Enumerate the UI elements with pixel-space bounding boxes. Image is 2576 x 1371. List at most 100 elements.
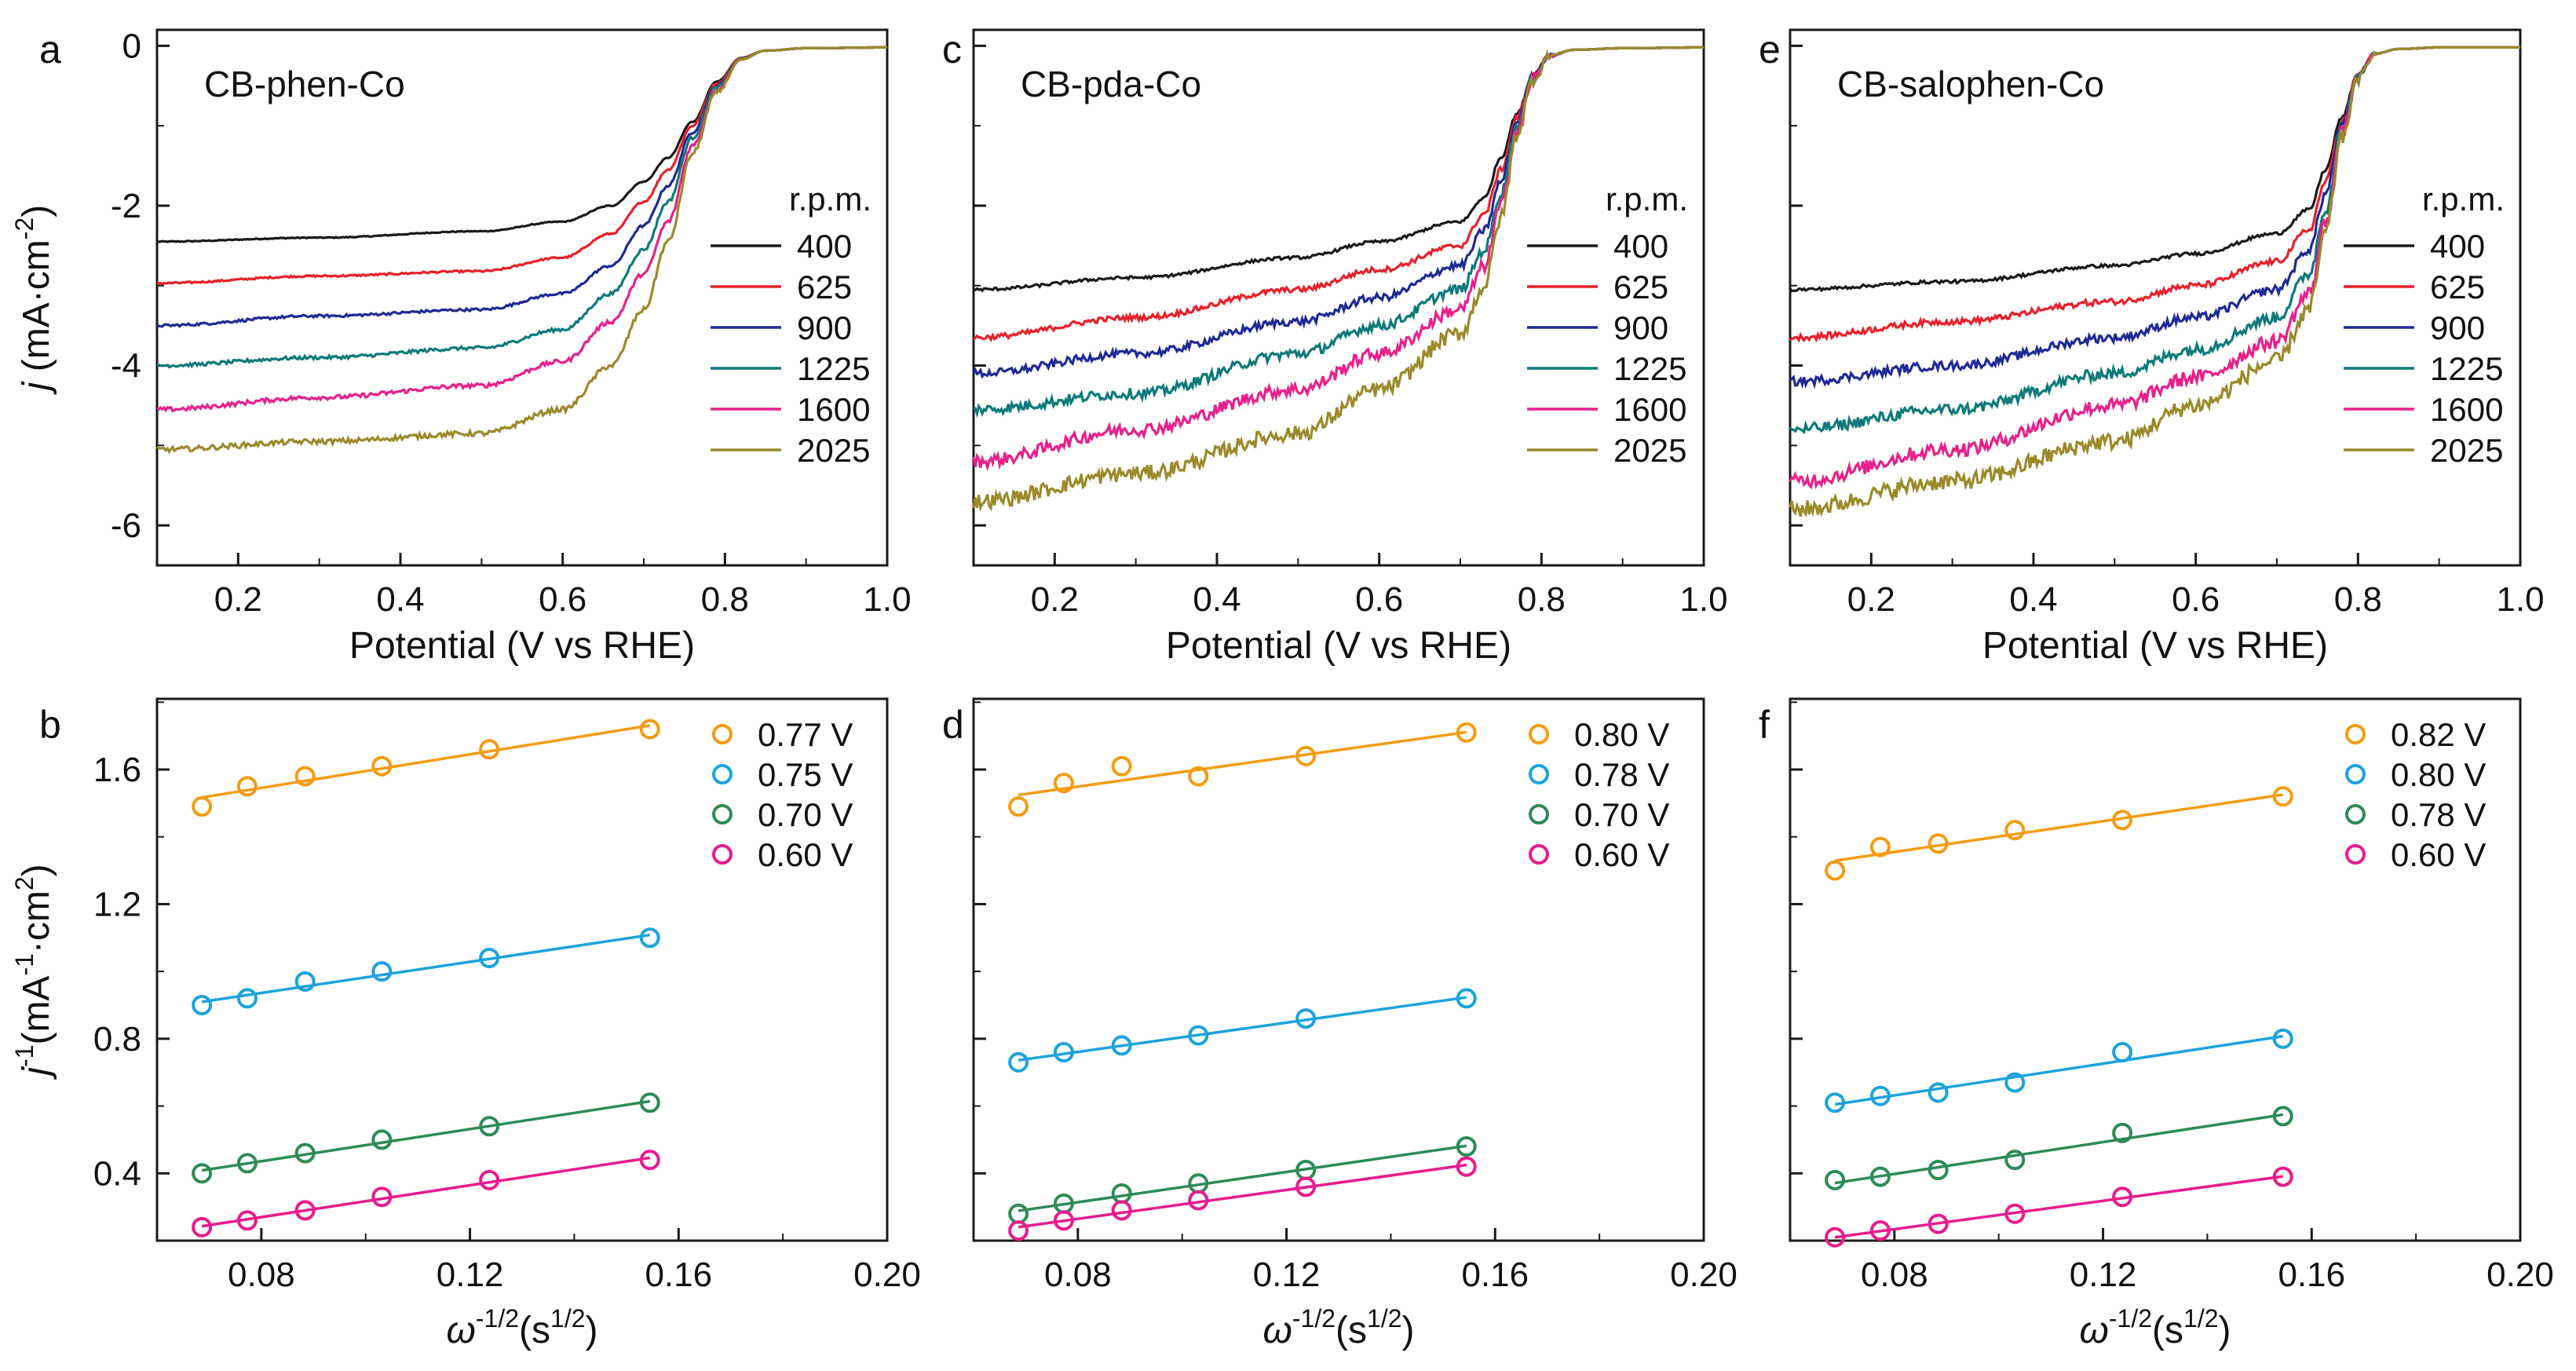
series-line-1600 [972, 46, 1704, 472]
x-axis-title-close: ) [1402, 1310, 1415, 1351]
fit-line-0.60 V [1018, 1163, 1467, 1229]
legend-label: 0.70 V [758, 796, 853, 833]
x-axis-title: Potential (V vs RHE) [1166, 625, 1511, 667]
x-tick-label: 0.8 [2334, 580, 2382, 619]
fit-line-0.75 V [201, 933, 651, 1004]
x-tick-label: 0.08 [228, 1256, 295, 1294]
data-point [1008, 1203, 1029, 1224]
plot-frame [1789, 28, 2522, 567]
x-tick-label: 0.12 [2070, 1256, 2137, 1294]
panel-letter: f [1759, 703, 1770, 747]
y-axis-title-unit: (mA [16, 976, 57, 1045]
data-point [1295, 1008, 1317, 1029]
x-axis-title: ω-1/2(s1/2) [1263, 1304, 1415, 1351]
y-tick-label: 0.8 [93, 1020, 141, 1058]
legend-marker [712, 764, 733, 784]
legend-title: r.p.m. [789, 181, 871, 218]
panel-title: CB-salophen-Co [1837, 64, 2104, 104]
x-axis-title-exp: -1/2 [1292, 1304, 1336, 1333]
data-point [1927, 1082, 1949, 1103]
legend-label: 900 [797, 309, 852, 346]
y-axis-title-unit: ·cm [16, 890, 57, 953]
panel-d: 0.08 0.12 0.16 0.20 d 0.80 V0.78 V0.70 V0.60 … [942, 697, 1737, 1351]
legend-label: 0.60 V [758, 836, 853, 873]
x-tick-label: 0.4 [2009, 580, 2057, 619]
panel-c: 0.2 0.4 0.6 0.8 1.0 c CB-pda-Co r.p.m. 400 625 900… [942, 27, 1728, 667]
data-point [1456, 1136, 1477, 1157]
panel-f: 0.08 0.12 0.16 0.20 f 0.82 V0.80 V0.78 V0.60 … [1759, 697, 2554, 1351]
legend-marker [712, 724, 733, 744]
data-point [2272, 786, 2293, 807]
plot-frame [972, 697, 1705, 1242]
legend-label: 0.78 V [2391, 796, 2486, 833]
x-tick-label: 1.0 [2496, 580, 2544, 619]
plot-frame [155, 697, 889, 1242]
panel-a: 0.2 0.4 0.6 0.8 1.0 0 -2 -4 -6 a CB-phen-Co r.p.m. 4… [39, 27, 912, 667]
legend-marker [2345, 764, 2366, 784]
fit-line-0.70 V [201, 1099, 651, 1172]
legend-label: 625 [797, 269, 852, 305]
x-tick-label: 0.8 [1518, 580, 1566, 619]
x-axis-title-symbol: ω [2080, 1310, 2109, 1351]
legend-marker [2345, 844, 2366, 865]
legend-label: 0.60 V [2391, 836, 2486, 873]
legend-label: 0.75 V [758, 756, 853, 793]
data-point [294, 971, 316, 992]
x-axis-title-unit: (s [1336, 1310, 1367, 1351]
data-point [1456, 722, 1477, 743]
data-point [371, 755, 393, 777]
legend-title: r.p.m. [2422, 181, 2505, 218]
plot-frame [1789, 697, 2522, 1242]
data-point [2112, 1122, 2133, 1143]
data-point [1111, 1035, 1132, 1056]
legend-label: 1225 [2430, 350, 2503, 387]
data-point [2112, 1042, 2133, 1062]
data-point [639, 1092, 660, 1113]
panel-b: 0.08 0.12 0.16 0.20 0.4 0.8 1.2 1.6 b 0.77 V0.75 … [39, 697, 921, 1351]
fit-line-0.77 V [201, 724, 651, 799]
data-point [639, 1150, 660, 1171]
fit-line-0.80 V [1018, 730, 1467, 797]
legend-label: 2025 [2430, 432, 2503, 469]
fit-line-0.78 V [1834, 1113, 2284, 1185]
x-tick-label: 0.20 [2486, 1256, 2554, 1294]
legend-label: 0.80 V [1574, 716, 1669, 753]
y-axis-title-exp: 2 [10, 876, 38, 890]
plot-frame [155, 28, 889, 567]
fit-line-0.60 V [201, 1156, 651, 1228]
legend-label: 2025 [1613, 432, 1686, 469]
x-tick-label: 0.12 [1253, 1256, 1321, 1294]
y-axis-title-exp: -2 [10, 218, 38, 239]
data-point [1188, 1190, 1209, 1211]
data-point [2004, 1072, 2026, 1093]
data-point [1927, 833, 1949, 854]
legend-marker [1529, 764, 1549, 784]
y-tick-label: -2 [111, 187, 141, 225]
data-point [371, 1186, 393, 1208]
x-tick-label: 0.6 [2172, 580, 2220, 619]
fit-line-0.82 V [1834, 793, 2284, 862]
data-point [294, 1200, 316, 1221]
legend-label: 0.78 V [1574, 756, 1669, 793]
x-axis-title-symbol: ω [1263, 1310, 1292, 1351]
fit-line-0.78 V [1018, 996, 1467, 1062]
x-axis-title-close: ) [2219, 1310, 2231, 1351]
data-point [192, 1216, 213, 1238]
y-tick-label: 0 [122, 27, 141, 65]
x-tick-label: 1.0 [1679, 580, 1727, 619]
data-point [1295, 745, 1317, 766]
data-point [1869, 836, 1891, 857]
y-tick-label: 1.6 [93, 751, 141, 789]
x-axis-title-symbol: ω [447, 1310, 476, 1351]
x-tick-label: 0.16 [645, 1256, 712, 1294]
data-point [1869, 1220, 1891, 1241]
data-point [479, 948, 500, 968]
y-tick-label: -6 [111, 506, 141, 545]
data-point [2004, 1203, 2026, 1224]
plot-frame [972, 28, 1705, 567]
legend-marker [1529, 844, 1549, 865]
legend-title: r.p.m. [1606, 181, 1688, 218]
fit-line-0.80 V [1834, 1034, 2284, 1106]
y-axis-title-symbol: j [16, 1066, 57, 1080]
